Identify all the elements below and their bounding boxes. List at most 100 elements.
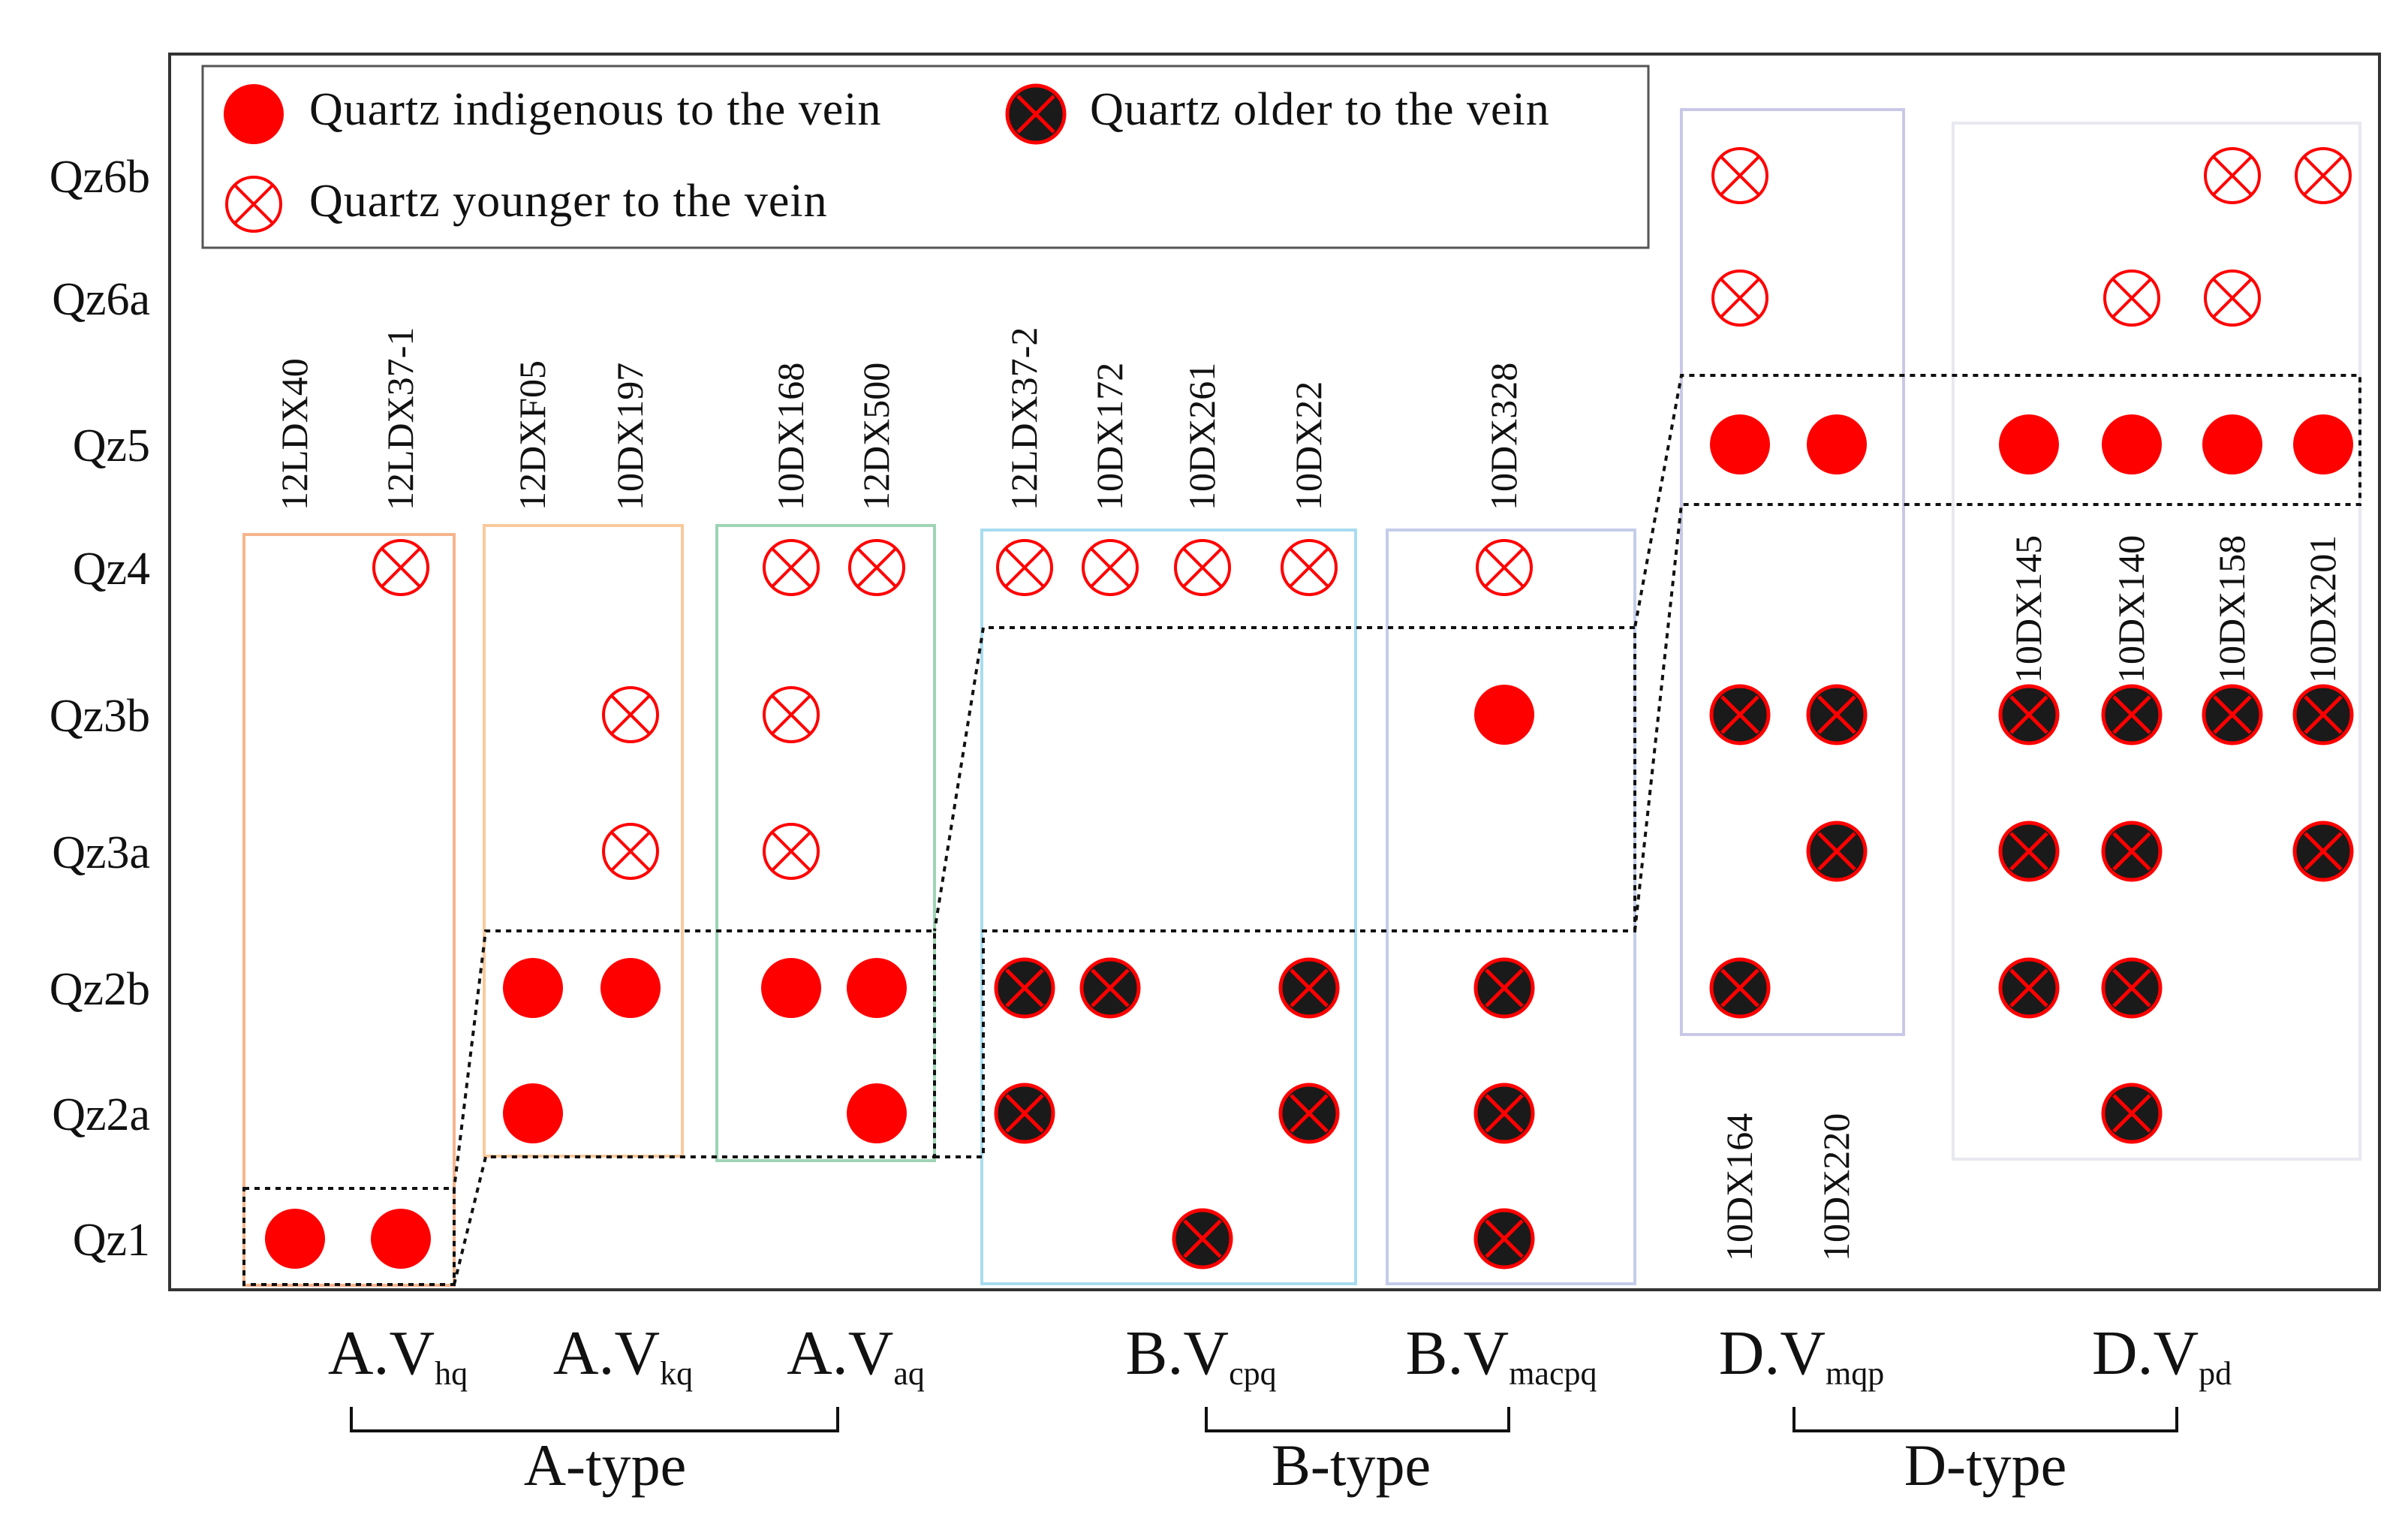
group-box-BVcpq (980, 529, 1357, 1285)
point-10dx158-qz3b (2202, 684, 2263, 745)
indigenous-window-outlines (242, 374, 2361, 1286)
point-10dx220-qz5 (1807, 414, 1867, 474)
point-10dx201-qz6b (2295, 147, 2352, 204)
point-10dx168-qz4 (763, 539, 820, 596)
point-10dx158-qz5 (2202, 414, 2262, 474)
point-10dx140-qz5 (2102, 414, 2162, 474)
point-10dx164-qz5 (1710, 414, 1770, 474)
bracket-b-type (1205, 1407, 1510, 1432)
point-10dx220-qz3b (1806, 684, 1868, 745)
stage-axis-labels: Qz1 Qz2a Qz2b Qz3a Qz3b Qz4 Qz5 Qz6a Qz6b (50, 152, 150, 1266)
point-10dx328-qz2a (1473, 1083, 1535, 1144)
point-10dx164-qz6b (1711, 147, 1768, 204)
legend-label-indigenous: Quartz indigenous to the vein (309, 84, 882, 135)
stage-label-qz5: Qz5 (73, 420, 150, 471)
type-label-d-type: D-type (1904, 1432, 2067, 1498)
group-box-AVaq (715, 524, 936, 1162)
group-label-bvmacpq: B.Vmacpq (1406, 1318, 1597, 1392)
group-label-bvcpq: B.Vcpq (1125, 1318, 1276, 1392)
point-12dxf05-qz2a (503, 1083, 563, 1143)
stage-label-qz3b: Qz3b (50, 691, 150, 742)
legend-symbol-younger (225, 176, 282, 233)
sample-label-10dx201: 10DX201 (2301, 535, 2343, 683)
data-points (265, 147, 2354, 1269)
stage-label-qz2a: Qz2a (52, 1089, 150, 1140)
point-12dx500-qz2a (847, 1083, 907, 1143)
point-10dx145-qz2b (1998, 957, 2060, 1019)
type-label-b-type: B-type (1272, 1432, 1431, 1498)
point-10dx197-qz3a (602, 823, 659, 880)
point-10dx201-qz3a (2292, 821, 2354, 882)
sample-label-12dxf05: 12DXF05 (511, 360, 553, 511)
legend-label-older: Quartz older to the vein (1090, 84, 1550, 135)
sample-label-10dx168: 10DX168 (769, 363, 811, 511)
point-10dx328-qz3b (1474, 685, 1534, 745)
group-label-avhq: A.Vhq (328, 1318, 468, 1392)
point-10dx220-qz3a (1806, 821, 1868, 882)
legend-label-younger: Quartz younger to the vein (309, 176, 828, 227)
point-10dx168-qz3a (763, 823, 820, 880)
group-box-DVmqp (1680, 108, 1905, 1036)
group-label-avaq: A.Vaq (787, 1318, 925, 1392)
stage-label-qz3a: Qz3a (52, 827, 150, 878)
point-10dx168-qz2b (761, 958, 821, 1018)
sample-label-10dx145: 10DX145 (2007, 535, 2049, 683)
sample-labels: 12LDX40 12LDX37-1 12DXF05 10DX197 10DX168 12D… (273, 327, 2343, 1261)
point-10dx261-qz4 (1174, 539, 1231, 596)
sample-label-12ldx37-1: 12LDX37-1 (379, 327, 421, 511)
type-label-a-type: A-type (524, 1432, 687, 1498)
sample-label-10dx164: 10DX164 (1718, 1113, 1760, 1261)
point-10dx140-qz3a (2101, 821, 2163, 882)
point-10dx164-qz6a (1711, 270, 1768, 327)
point-10dx172-qz2b (1079, 957, 1141, 1019)
legend-symbol-indigenous (224, 84, 284, 144)
group-label-dvmqp: D.Vmqp (1719, 1318, 1885, 1392)
point-10dx22-qz2b (1278, 957, 1340, 1019)
point-12ldx37-2-qz2b (994, 957, 1055, 1019)
legend-symbol-older (1005, 83, 1067, 145)
group-box-AVkq (483, 524, 684, 1158)
group-box-DVpd (1952, 122, 2361, 1161)
sample-label-10dx158: 10DX158 (2211, 535, 2253, 683)
stage-label-qz2b: Qz2b (50, 964, 150, 1015)
sample-label-12ldx40: 12LDX40 (273, 358, 315, 511)
window-box-avhq (242, 1187, 456, 1286)
vein-group-labels: A.Vhq A.Vkq A.Vaq B.Vcpq B.Vmacpq D.Vmqp D.Vpd (328, 1318, 2232, 1392)
point-12ldx37-2-qz4 (996, 539, 1053, 596)
stage-label-qz4: Qz4 (73, 544, 150, 595)
point-10dx140-qz2a (2101, 1083, 2163, 1144)
stage-label-qz1: Qz1 (73, 1215, 150, 1266)
point-10dx145-qz3b (1998, 684, 2060, 745)
sample-label-10dx328: 10DX328 (1482, 363, 1525, 511)
point-10dx172-qz4 (1082, 539, 1139, 596)
point-10dx140-qz2b (2101, 957, 2163, 1019)
sample-label-12ldx37-2: 12LDX37-2 (1003, 327, 1045, 511)
sample-label-10dx140: 10DX140 (2110, 535, 2152, 683)
group-label-avkq: A.Vkq (553, 1318, 693, 1392)
sample-label-10dx261: 10DX261 (1181, 363, 1223, 511)
point-10dx158-qz6b (2204, 147, 2261, 204)
point-10dx158-qz6a (2204, 270, 2261, 327)
sample-label-10dx197: 10DX197 (609, 363, 651, 511)
legend: Quartz indigenous to the vein Quartz olde… (201, 65, 1650, 249)
group-boxes (242, 108, 2361, 1287)
point-12ldx37-1-qz4 (372, 539, 429, 596)
sample-label-10dx172: 10DX172 (1088, 363, 1130, 511)
point-10dx145-qz3a (1998, 821, 2060, 882)
point-12dx500-qz2b (847, 958, 907, 1018)
stage-label-qz6b: Qz6b (50, 152, 150, 203)
point-12dx500-qz4 (848, 539, 905, 596)
point-10dx164-qz2b (1709, 957, 1771, 1019)
point-10dx140-qz6a (2103, 270, 2160, 327)
point-10dx328-qz1 (1473, 1208, 1535, 1269)
legend-frame (201, 65, 1650, 249)
point-10dx22-qz4 (1281, 539, 1338, 596)
point-10dx197-qz3b (602, 686, 659, 743)
point-10dx201-qz5 (2293, 414, 2353, 474)
sample-label-12dx500: 12DX500 (855, 363, 897, 511)
sample-label-10dx22: 10DX22 (1287, 381, 1329, 511)
plot-frame (168, 53, 2381, 1291)
point-10dx197-qz2b (600, 958, 661, 1018)
type-brackets: A-type B-type D-type (350, 1407, 2178, 1498)
